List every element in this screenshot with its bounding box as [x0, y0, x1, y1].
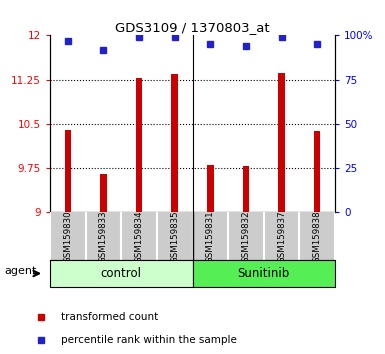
Text: GSM159831: GSM159831: [206, 210, 215, 263]
FancyBboxPatch shape: [192, 260, 335, 287]
Text: Sunitinib: Sunitinib: [238, 267, 290, 280]
Text: control: control: [101, 267, 142, 280]
Bar: [207, 165, 214, 212]
Bar: [136, 79, 142, 212]
Text: transformed count: transformed count: [61, 312, 159, 322]
Text: GSM159834: GSM159834: [135, 210, 144, 263]
Text: GSM159830: GSM159830: [64, 210, 72, 263]
Text: agent: agent: [4, 266, 36, 276]
Text: GSM159837: GSM159837: [277, 210, 286, 263]
Bar: [100, 174, 107, 212]
Title: GDS3109 / 1370803_at: GDS3109 / 1370803_at: [115, 21, 270, 34]
Text: GSM159835: GSM159835: [170, 210, 179, 263]
Bar: [171, 74, 178, 212]
Text: GSM159832: GSM159832: [241, 210, 250, 263]
Bar: [278, 73, 285, 212]
Text: GSM159838: GSM159838: [313, 210, 321, 263]
FancyBboxPatch shape: [50, 260, 192, 287]
Bar: [65, 130, 71, 212]
Text: percentile rank within the sample: percentile rank within the sample: [61, 335, 237, 346]
Text: GSM159833: GSM159833: [99, 210, 108, 263]
Bar: [243, 166, 249, 212]
Bar: [314, 131, 320, 212]
